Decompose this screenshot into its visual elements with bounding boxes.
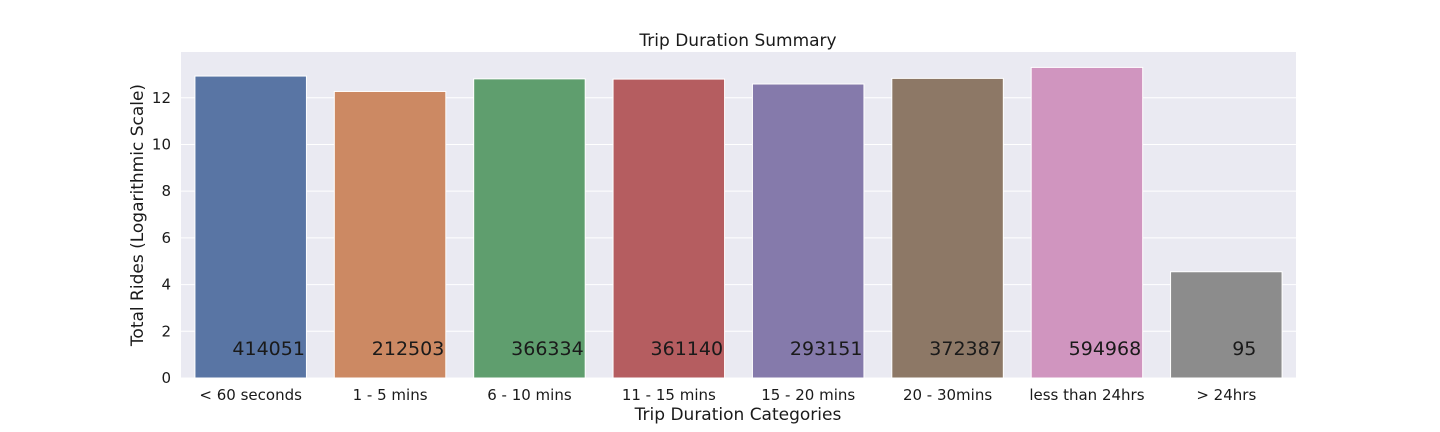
y-tick-label: 0: [161, 369, 171, 387]
bar-value-label: 372387: [929, 338, 1002, 360]
x-tick-label: 15 - 20 mins: [761, 386, 855, 404]
bar: [333, 90, 447, 379]
y-tick-label: 12: [152, 89, 171, 107]
y-tick-label: 4: [161, 276, 171, 294]
y-tick-label: 8: [161, 182, 171, 200]
value-labels: 414051 212503 366334 361140 293151 372387 5949…: [232, 338, 1256, 360]
x-tick-label: less than 24hrs: [1029, 386, 1144, 404]
bar-value-label: 212503: [372, 338, 445, 360]
bar-value-label: 594968: [1069, 338, 1142, 360]
bar: [194, 75, 307, 379]
x-tick-label: < 60 seconds: [199, 386, 302, 404]
x-tick-label: 6 - 10 mins: [487, 386, 572, 404]
chart-title: Trip Duration Summary: [638, 31, 836, 51]
bar: [1170, 271, 1283, 379]
x-tick-label: 1 - 5 mins: [353, 386, 428, 404]
bar-value-label: 293151: [790, 338, 863, 360]
bar-value-label: 366334: [511, 338, 584, 360]
y-tick-label: 2: [161, 322, 171, 340]
x-tick-label: > 24hrs: [1196, 386, 1256, 404]
bars: [194, 66, 1283, 379]
y-tick-label: 10: [152, 135, 171, 153]
bar: [891, 77, 1004, 379]
bar-value-label: 95: [1232, 338, 1256, 360]
x-axis-label: Trip Duration Categories: [634, 405, 842, 425]
bar-value-label: 361140: [651, 338, 724, 360]
bar: [1030, 66, 1144, 379]
x-tick-label: 11 - 15 mins: [622, 386, 716, 404]
x-tick-label: 20 - 30mins: [903, 386, 992, 404]
x-tick-labels: < 60 seconds 1 - 5 mins 6 - 10 mins 11 - 15…: [199, 386, 1256, 404]
y-tick-label: 6: [161, 229, 171, 247]
y-axis-label: Total Rides (Logarithmic Scale): [128, 84, 148, 347]
bar: [751, 83, 865, 379]
bar: [473, 78, 586, 379]
bar-value-label: 414051: [232, 338, 305, 360]
y-tick-labels: 0 2 4 6 8 10 12: [152, 89, 171, 387]
bar: [612, 78, 726, 379]
